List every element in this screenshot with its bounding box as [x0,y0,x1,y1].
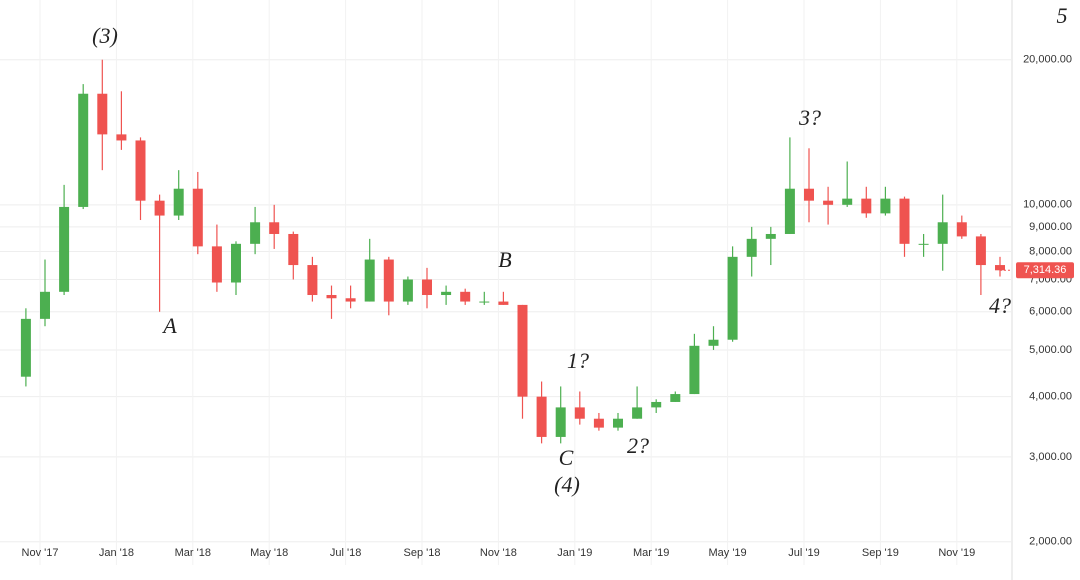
candle-body [975,236,986,266]
candle-body [192,188,203,247]
x-tick-label: May '19 [709,547,747,559]
x-tick-label: Mar '19 [633,547,669,559]
candle-body [135,140,146,201]
x-tick-label: Nov '18 [480,547,517,559]
candle-body [995,265,1005,271]
last-price-tag [1016,262,1074,279]
candle-body [708,339,719,346]
candle-body [402,279,413,302]
last-price-label: 7,314.36 [1024,264,1067,276]
annotation: (4) [554,472,580,497]
candle-body [899,198,910,244]
x-tick-label: Nov '19 [938,547,975,559]
candle-body [765,233,776,239]
y-tick-label: 20,000.00 [1023,54,1072,66]
candle-body [536,396,547,437]
candle-body [116,134,127,141]
annotation: C [559,445,574,470]
y-tick-label: 2,000.00 [1029,536,1072,548]
x-tick-label: Jan '18 [99,547,134,559]
x-tick-label: Jan '19 [557,547,592,559]
x-tick-label: Sep '18 [404,547,441,559]
candle-body [479,301,490,303]
x-tick-label: Mar '18 [175,547,211,559]
candle-body [154,200,165,216]
candle-body [231,243,241,283]
candle-body [574,407,585,419]
candle-body [555,407,566,437]
candle-body [173,188,184,216]
candle-body [632,407,643,419]
candle-body [804,188,814,201]
candle-body [593,418,604,428]
candle-body [689,345,700,395]
candle-body [59,206,70,292]
candle-body [937,222,948,244]
annotation: 1? [567,348,589,373]
x-tick-label: May '18 [250,547,288,559]
annotation: B [498,247,511,272]
annotation: 4? [989,293,1011,318]
candle-body [498,301,509,305]
candle-body [861,198,872,214]
candle-body [842,198,853,205]
candle-body [250,222,261,244]
candle-body [651,401,662,408]
candle-body [364,259,375,302]
candle-body [383,259,394,302]
candle-body [40,291,50,319]
x-tick-label: Nov '17 [22,547,59,559]
annotation: 3? [798,105,821,130]
annotation: A [161,313,177,338]
y-tick-label: 3,000.00 [1029,451,1072,463]
candle-body [288,233,299,266]
candle-body [78,93,89,207]
y-tick-label: 8,000.00 [1029,245,1072,257]
x-tick-label: Jul '18 [330,547,361,559]
candle-body [441,291,452,296]
candle-body [956,222,967,237]
candle-body [307,265,318,296]
candle-body [517,304,528,397]
candle-body [613,418,623,428]
y-tick-label: 9,000.00 [1029,221,1072,233]
y-tick-label: 6,000.00 [1029,306,1072,318]
candle-body [880,198,891,214]
candle-body [727,256,738,340]
y-tick-label: 5,000.00 [1029,344,1072,356]
candle-body [269,222,280,234]
candle-body [460,291,471,302]
candle-body [345,298,356,302]
annotation: (3) [92,23,118,48]
candle-body [784,188,795,234]
y-tick-label: 10,000.00 [1023,199,1072,211]
candle-body [20,318,31,377]
candle-body [422,279,432,296]
candle-body [918,243,929,245]
annotation: 2? [627,433,649,458]
annotation: 5 [1057,3,1068,28]
x-tick-label: Sep '19 [862,547,899,559]
candle-body [97,93,108,135]
candle-body [670,394,681,402]
x-tick-label: Jul '19 [788,547,819,559]
candle-body [823,200,834,205]
candle-body [211,246,222,283]
candle-body [746,238,757,257]
candle-body [326,295,337,299]
y-tick-label: 4,000.00 [1029,391,1072,403]
